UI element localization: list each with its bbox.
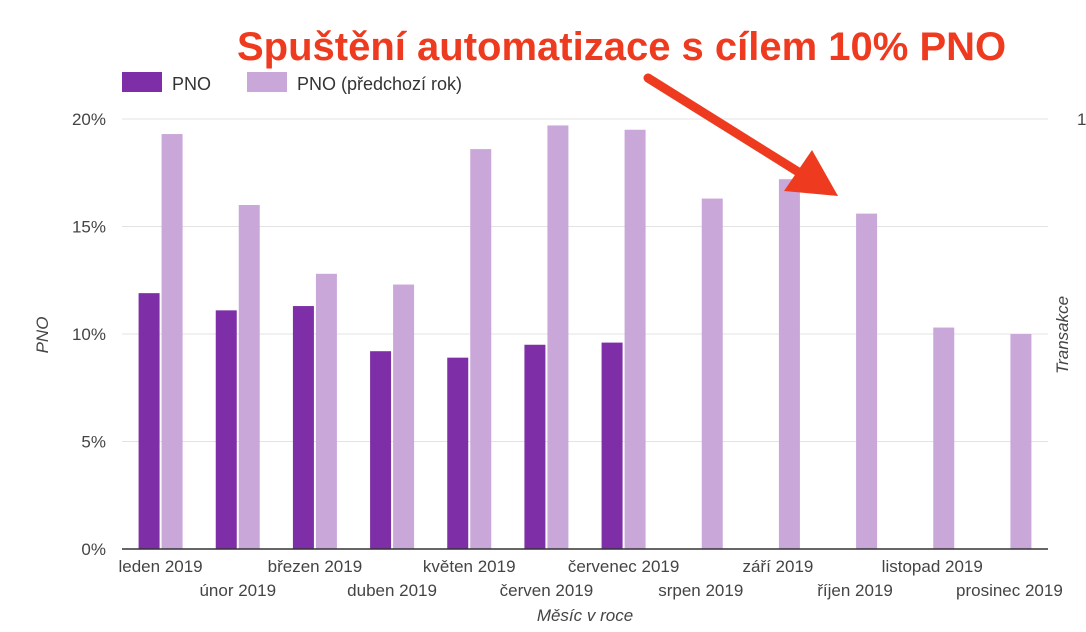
legend-swatch-pno-previous	[247, 72, 287, 92]
x-tick-label: říjen 2019	[817, 581, 893, 600]
x-tick-label: březen 2019	[268, 557, 363, 576]
bar-pno-previous	[238, 205, 260, 549]
bar-pno-previous	[701, 198, 723, 550]
annotation-title: Spuštění automatizace s cílem 10% PNO	[237, 25, 1006, 69]
gridlines	[122, 118, 1048, 442]
x-tick-label: červenec 2019	[568, 557, 680, 576]
bar-pno	[215, 310, 237, 549]
bar-pno	[292, 306, 314, 549]
axes: 0% 5% 10% 15% 20% leden 2019 únor 2019 březen 2…	[72, 110, 1063, 600]
bar-pno-previous	[1010, 334, 1032, 549]
y-tick-label: 0%	[81, 540, 106, 559]
y-axis-right-title: Transakce	[1053, 296, 1072, 374]
x-tick-label: květen 2019	[423, 557, 516, 576]
bars	[138, 125, 1032, 550]
bar-pno	[370, 351, 392, 549]
bar-pno-previous	[624, 129, 646, 549]
legend: PNO PNO (předchozí rok)	[122, 72, 462, 94]
x-tick-label: leden 2019	[119, 557, 203, 576]
right-axis-partial-tick: 1	[1077, 110, 1086, 129]
bar-pno-previous	[161, 134, 183, 550]
bar-pno-previous	[778, 179, 800, 549]
y-tick-label: 15%	[72, 218, 106, 237]
bar-pno	[447, 357, 469, 549]
bar-pno-previous	[315, 273, 337, 549]
y-axis-title: PNO	[33, 317, 52, 354]
bar-pno-previous	[547, 125, 569, 549]
x-tick-label: září 2019	[742, 557, 813, 576]
y-tick-label: 20%	[72, 110, 106, 129]
bar-pno	[601, 342, 623, 549]
bar-pno	[524, 344, 546, 549]
bar-pno-previous	[856, 213, 878, 549]
bar-pno-previous	[933, 327, 955, 549]
x-tick-label: srpen 2019	[658, 581, 743, 600]
x-tick-label: únor 2019	[199, 581, 276, 600]
bar-pno-previous	[393, 284, 415, 549]
x-axis-title: Měsíc v roce	[537, 606, 633, 625]
annotation-arrow	[643, 73, 838, 196]
x-tick-label: listopad 2019	[882, 557, 983, 576]
legend-swatch-pno	[122, 72, 162, 92]
x-tick-label: červen 2019	[500, 581, 594, 600]
x-tick-label: prosinec 2019	[956, 581, 1063, 600]
y-tick-label: 10%	[72, 325, 106, 344]
bar-pno-previous	[470, 149, 492, 549]
bar-pno	[138, 293, 160, 549]
x-tick-label: duben 2019	[347, 581, 437, 600]
legend-label-pno: PNO	[172, 74, 211, 94]
y-tick-label: 5%	[81, 433, 106, 452]
legend-label-pno-previous: PNO (předchozí rok)	[297, 74, 462, 94]
